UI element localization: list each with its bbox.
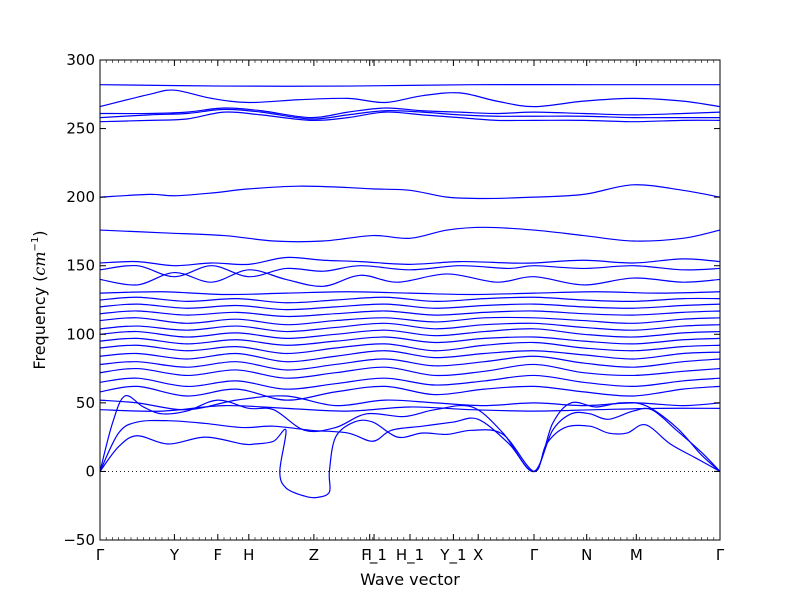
optical-band-10 [99,328,721,340]
optical-band-4 [99,374,721,390]
x-tick-label: Y_1 [439,546,466,565]
y-axis-ticks: −50 0 50 100 150 200 250 300 [63,51,720,549]
x-tick-label: H_1 [396,546,424,565]
y-tick-label: −50 [63,531,95,549]
optical-band-25 [99,89,721,108]
x-tick-label: Γ [96,546,105,564]
bands-layer [99,83,721,499]
optical-band-12 [99,316,721,326]
acoustic-band-1 [99,419,721,499]
y-tick-label: 300 [66,51,95,69]
optical-band-3 [99,385,721,401]
optical-band-2 [99,395,721,411]
y-tick-label: 50 [76,394,95,412]
optical-band-19 [99,256,721,267]
y-tick-label: 0 [85,462,95,480]
optical-band-9 [99,336,721,346]
optical-band-17 [99,269,721,287]
y-tick-label: 100 [66,325,95,343]
x-tick-label: M [630,546,643,564]
y-tick-label: 150 [66,257,95,275]
y-axis-label: Frequency (cm−1) [30,230,49,369]
acoustic-band-2 [99,407,721,473]
x-tick-label: X [473,546,483,564]
optical-band-23 [99,108,720,120]
optical-band-13 [99,310,721,318]
optical-band-5 [99,363,721,379]
y-axis-label-text: Frequency [30,287,49,370]
optical-band-7 [99,350,721,363]
x-axis-label: Wave vector [360,570,460,589]
x-tick-label: Γ [716,546,725,564]
x-axis-ticks: Γ Y F H Z IF_1 H_1 Y_1 X Γ N M Γ [96,60,725,565]
x-tick-label: Z [309,546,319,564]
optical-band-15 [99,296,721,304]
optical-band-22 [99,111,721,123]
x-tick-label: Y [169,546,180,564]
optical-band-18 [99,264,721,278]
optical-band-14 [99,303,721,311]
optical-band-8 [99,341,721,355]
x-tick-label: N [581,546,592,564]
optical-band-21 [99,184,721,200]
optical-band-26 [99,83,720,87]
y-axis-label-exp: −1 [30,237,41,252]
optical-band-6 [99,355,721,371]
optical-band-11 [99,322,721,333]
optical-band-20 [99,226,721,243]
optical-band-16 [99,291,721,296]
x-tick-label: H [243,546,254,564]
plot-background [100,60,720,540]
y-axis-label-close: ) [30,230,49,236]
x-tick-label: F [213,546,222,564]
x-tick-label: I [367,546,371,564]
y-axis-label-unit: cm [30,251,49,275]
y-tick-label: 250 [66,120,95,138]
y-tick-label: 200 [66,188,95,206]
optical-band-24 [99,107,721,119]
x-tick-label: Γ [530,546,539,564]
x-tick-label: F_1 [361,546,387,565]
